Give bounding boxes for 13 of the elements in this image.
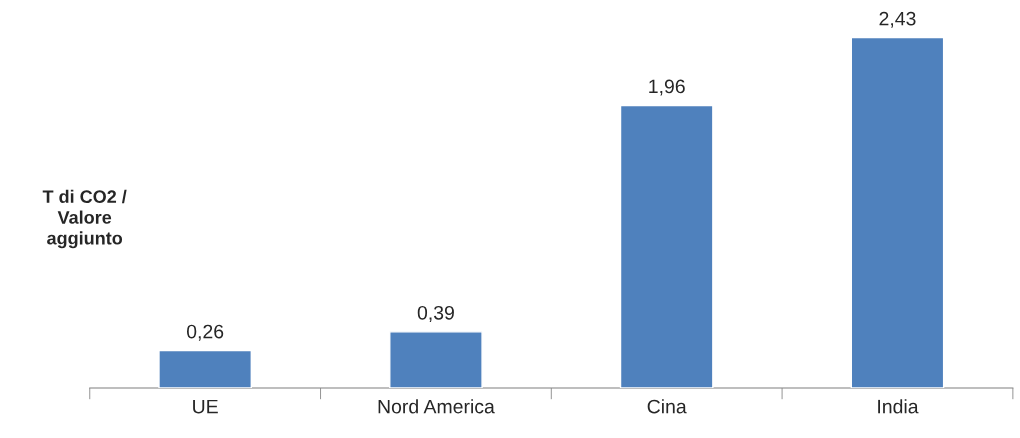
bar — [389, 331, 483, 389]
data-label: 0,26 — [186, 324, 224, 341]
x-tick-label: India — [878, 399, 919, 414]
bar — [619, 104, 714, 389]
x-tick-label: UE — [193, 399, 218, 414]
bar — [850, 36, 945, 389]
x-tick-label: Nord America — [378, 399, 495, 414]
data-label: 0,39 — [417, 305, 454, 322]
data-label: 1,96 — [649, 79, 685, 96]
data-label: 2,43 — [879, 11, 916, 28]
bar — [158, 349, 252, 389]
y-axis-title: T di CO2 / Valore aggiunto — [42, 189, 127, 249]
x-tick-label: Cina — [647, 399, 687, 414]
